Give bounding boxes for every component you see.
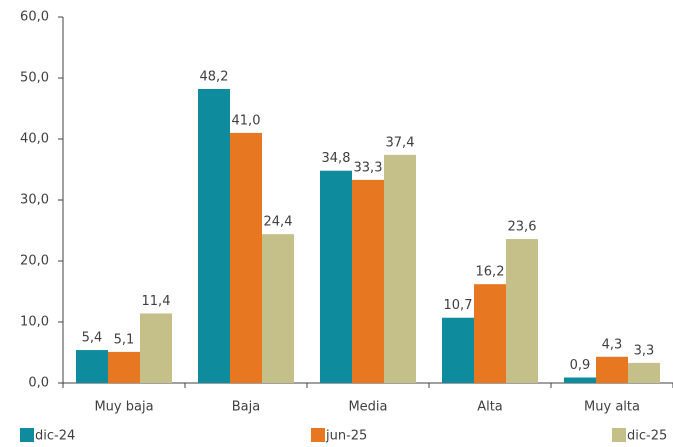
value-label: 33,3 (354, 160, 383, 175)
value-label: 48,2 (200, 69, 229, 84)
value-label: 23,6 (508, 220, 537, 235)
bar (474, 284, 506, 383)
value-label: 11,4 (142, 294, 171, 309)
bar (352, 179, 384, 383)
legend-swatch (20, 428, 34, 442)
y-tick-label: 60,0 (20, 10, 49, 25)
bar (320, 170, 352, 383)
bar (108, 351, 140, 383)
bar (76, 350, 108, 383)
y-tick-label: 20,0 (20, 254, 49, 269)
bar (628, 362, 660, 383)
bar (442, 317, 474, 383)
x-tick-label: Baja (232, 400, 260, 415)
y-tick-label: 10,0 (20, 315, 49, 330)
legend-label: dic-25 (627, 429, 667, 444)
y-tick-label: 0,0 (28, 376, 49, 391)
bar (596, 356, 628, 383)
x-tick-label: Muy baja (94, 400, 153, 415)
value-label: 3,3 (634, 343, 655, 358)
x-tick-label: Alta (477, 400, 503, 415)
value-label: 10,7 (444, 298, 473, 313)
legend-swatch (311, 428, 325, 442)
value-label: 34,8 (322, 151, 351, 166)
bar (230, 132, 262, 383)
bar (506, 239, 538, 383)
value-label: 5,4 (82, 331, 103, 346)
value-label: 4,3 (602, 337, 623, 352)
value-label: 41,0 (232, 113, 261, 128)
value-label: 37,4 (386, 135, 415, 150)
bar (564, 377, 596, 383)
legend-label: jun-25 (325, 429, 367, 444)
legend-swatch (612, 428, 626, 442)
y-tick-label: 40,0 (20, 132, 49, 147)
value-label: 5,1 (114, 332, 135, 347)
value-label: 16,2 (476, 265, 505, 280)
x-tick-label: Muy alta (584, 400, 640, 415)
bar (262, 234, 294, 383)
bar (198, 88, 230, 383)
bar (140, 313, 172, 383)
y-tick-label: 50,0 (20, 71, 49, 86)
bar (384, 154, 416, 383)
y-tick-label: 30,0 (20, 193, 49, 208)
x-tick-label: Media (348, 400, 387, 415)
value-label: 0,9 (570, 358, 591, 373)
value-label: 24,4 (264, 215, 293, 230)
legend-label: dic-24 (35, 429, 75, 444)
